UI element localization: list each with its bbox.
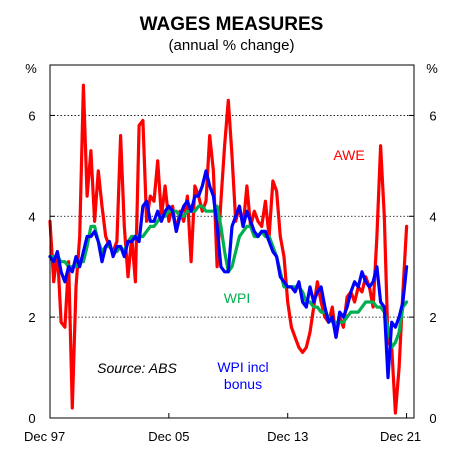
chart-subtitle: (annual % change): [169, 37, 295, 54]
y-tick-label-left: 2: [28, 310, 35, 325]
y-tick-label-right: 6: [429, 108, 436, 123]
y-tick-label-right: 0: [429, 411, 436, 426]
y-tick-label-left: 0: [28, 411, 35, 426]
series-lines: [48, 83, 409, 415]
y-tick-label-right: 2: [429, 310, 436, 325]
series-label-wpi: WPI: [224, 290, 250, 306]
y-tick-label-left: 6: [28, 108, 35, 123]
x-tick-label: Dec 21: [380, 429, 421, 444]
series-line-wpi-incl-bonus: [48, 169, 409, 380]
series-label-wpi-incl-bonus: WPI incl: [217, 359, 268, 375]
x-tick-label: Dec 13: [267, 429, 308, 444]
plot-frame: [49, 64, 415, 419]
y-tick-label-right: 4: [429, 209, 436, 224]
x-tick-label: Dec 97: [24, 429, 65, 444]
series-label-awe: AWE: [333, 147, 364, 163]
gridlines: [50, 115, 414, 318]
source-note: Source: ABS: [97, 360, 177, 376]
y-axis-unit-left: %: [25, 61, 37, 76]
axis-ticks: 0 0 2 2 4 4 6 6 Dec 97 Dec 05 Dec 13 Dec 21: [24, 108, 437, 444]
chart-title: WAGES MEASURES: [140, 14, 324, 35]
y-axis-unit-right: %: [426, 61, 438, 76]
x-tick-label: Dec 05: [148, 429, 189, 444]
series-label-wpi-incl-bonus: bonus: [224, 376, 262, 392]
y-tick-label-left: 4: [28, 209, 35, 224]
